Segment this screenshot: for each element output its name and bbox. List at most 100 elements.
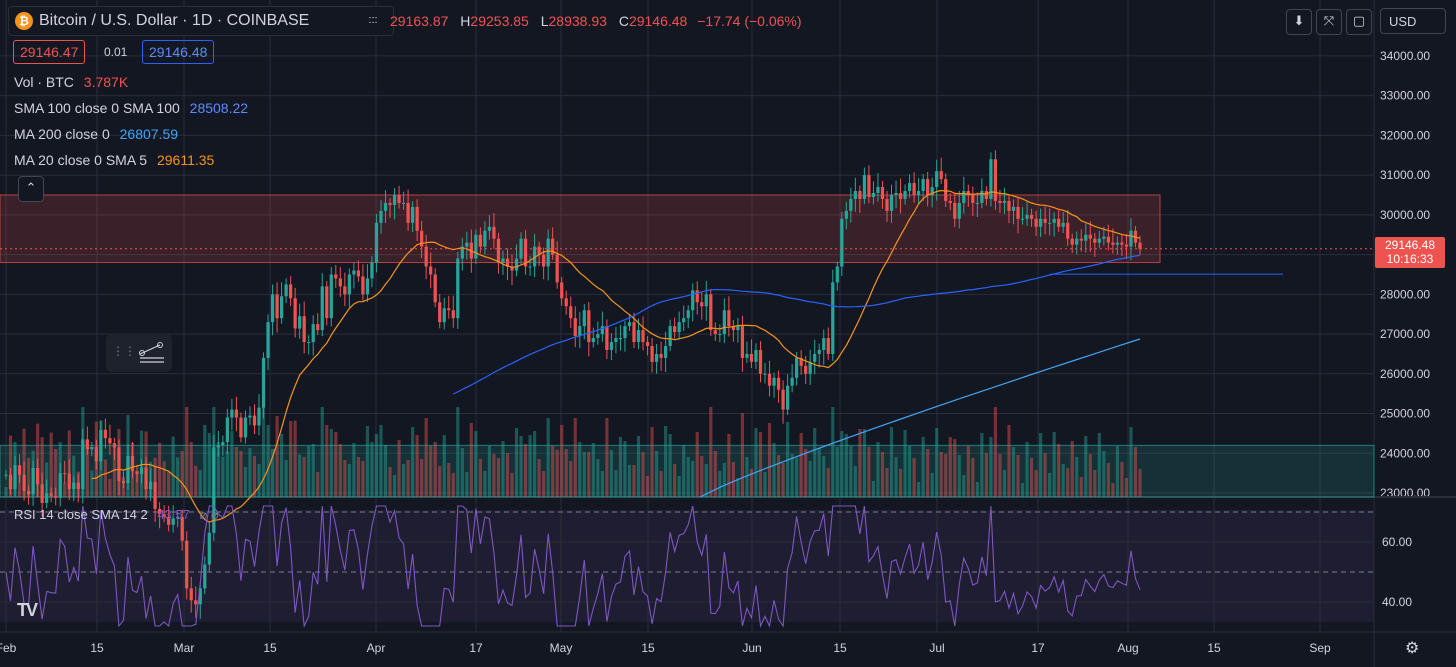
volume-bar: [632, 465, 636, 497]
screenshot-button[interactable]: ▢: [1346, 9, 1372, 35]
volume-bar: [483, 471, 487, 497]
candle-body: [528, 266, 532, 268]
volume-bar: [1106, 463, 1110, 497]
volume-bar: [108, 478, 112, 497]
candle-body: [523, 238, 528, 267]
sma100-legend[interactable]: SMA 100 close 0 SMA 100 28508.22: [14, 100, 248, 116]
x-tick-label: 17: [469, 641, 483, 655]
candle-body: [835, 266, 839, 283]
collapse-button[interactable]: ⤧: [1316, 9, 1342, 35]
volume-bar: [636, 436, 641, 497]
volume-bar: [614, 470, 618, 497]
drag-handle-icon[interactable]: ⋮⋮: [112, 344, 136, 358]
sell-price-button[interactable]: 29146.47: [13, 40, 86, 64]
volume-bar: [849, 446, 853, 497]
symbol-menu-icon[interactable]: :::: [368, 14, 378, 26]
candle-body: [736, 326, 740, 331]
candle-body: [474, 234, 478, 259]
volume-bar: [853, 466, 857, 497]
candle-body: [26, 491, 31, 495]
drawing-tool-widget[interactable]: ⋮⋮: [106, 334, 172, 372]
volume-bar: [1097, 433, 1101, 497]
candle-body: [361, 276, 365, 295]
x-tick-label: Mar: [174, 641, 195, 655]
candle-body: [1124, 244, 1129, 247]
volume-bar: [1138, 468, 1142, 497]
volume-bar: [8, 435, 13, 497]
volume-bar: [383, 445, 388, 497]
candle-body: [663, 345, 668, 358]
candle-body: [320, 286, 324, 331]
ma200-legend[interactable]: MA 200 close 0 26807.59: [14, 126, 178, 142]
countdown-value: 10:16:33: [1386, 252, 1434, 266]
ma20-legend[interactable]: MA 20 close 0 SMA 5 29611.35: [14, 152, 214, 168]
candle-body: [121, 481, 126, 484]
candle-body: [645, 342, 650, 346]
volume-bar: [880, 452, 885, 497]
volume-bar: [605, 418, 609, 497]
candle-body: [58, 473, 62, 498]
x-tick-label: Jun: [742, 641, 761, 655]
symbol-header[interactable]: ₿ Bitcoin / U.S. Dollar · 1D · COINBASE …: [8, 6, 394, 36]
volume-bar: [840, 431, 844, 497]
volume-bar: [885, 468, 889, 497]
volume-bar: [492, 454, 496, 497]
volume-bar: [171, 436, 175, 497]
trend-line-tool-icon[interactable]: [136, 340, 168, 366]
candle-body: [695, 290, 699, 303]
scroll-down-button[interactable]: ⬇: [1286, 9, 1312, 35]
volume-bar: [103, 459, 107, 497]
volume-bar: [1061, 464, 1065, 497]
candle-body: [984, 191, 989, 199]
candle-body: [944, 179, 948, 201]
candle-body: [460, 246, 464, 259]
candle-body: [1020, 218, 1025, 220]
candle-body: [266, 322, 270, 358]
candle-body: [1138, 242, 1142, 249]
zone-support: [0, 444, 1375, 498]
rsi-legend[interactable]: RSI 14 close SMA 14 2 43.57 ⌀ ⌀: [14, 507, 219, 523]
candle-body: [90, 446, 94, 450]
candle-body: [54, 495, 58, 498]
currency-select[interactable]: USD: [1380, 8, 1446, 34]
volume-bar: [645, 476, 650, 497]
collapse-legend-button[interactable]: ⌃: [18, 176, 44, 202]
volume-bar: [673, 464, 677, 497]
volume-bar: [1066, 468, 1070, 497]
candle-body: [727, 310, 731, 327]
candle-body: [293, 298, 297, 329]
candle-body: [379, 210, 383, 223]
volume-bar: [370, 442, 374, 497]
volume-bar: [302, 457, 306, 497]
x-tick-label: 15: [90, 641, 104, 655]
candle-body: [930, 187, 934, 195]
volume-bar: [704, 464, 708, 497]
volume-bar: [1102, 451, 1106, 497]
candle-body: [221, 442, 225, 446]
volume-bar: [966, 446, 970, 497]
candle-body: [948, 200, 952, 203]
candle-body: [614, 338, 618, 343]
candle-body: [975, 202, 979, 204]
volume-bar: [465, 472, 469, 497]
volume-bar: [998, 454, 1002, 497]
candle-body: [623, 326, 627, 339]
volume-bar: [569, 461, 573, 497]
chart-settings-button[interactable]: ⚙: [1405, 638, 1419, 658]
volume-bar: [935, 428, 939, 497]
candle-body: [880, 187, 885, 199]
volume-bar: [1084, 436, 1088, 497]
volume-bar: [618, 437, 623, 497]
candle-body: [108, 438, 112, 444]
settings-icon: ⚙: [1405, 640, 1420, 657]
candle-body: [505, 258, 510, 267]
volume-bar: [162, 461, 166, 497]
candle-body: [926, 179, 930, 195]
volume-legend[interactable]: Vol · BTC 3.787K: [14, 74, 128, 90]
buy-price-button[interactable]: 29146.48: [142, 40, 215, 64]
candle-body: [212, 447, 216, 533]
candle-body: [853, 191, 857, 199]
candle-body: [63, 473, 67, 475]
volume-bar: [623, 441, 627, 497]
